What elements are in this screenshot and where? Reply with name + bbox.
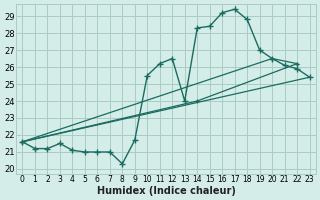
X-axis label: Humidex (Indice chaleur): Humidex (Indice chaleur) — [97, 186, 236, 196]
